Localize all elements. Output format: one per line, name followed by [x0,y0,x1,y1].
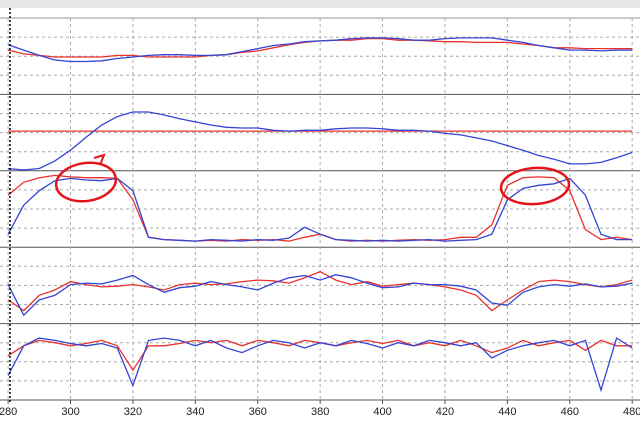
x-tick-label: 420 [436,406,454,418]
trace [7,337,633,393]
trace [7,177,633,242]
trace [7,37,633,63]
annotation-stroke [93,153,106,166]
annotation-circle [499,166,571,206]
trace [7,270,633,312]
x-tick-label: 460 [561,406,579,418]
x-tick-label: 340 [186,406,204,418]
x-tick-label: 300 [61,406,79,418]
x-tick-label: 380 [311,406,329,418]
x-tick-label: 440 [498,406,516,418]
traces [7,37,633,393]
x-tick-label: 400 [373,406,391,418]
x-tick-label: 360 [249,406,267,418]
toolbar-strip [0,0,640,8]
x-tick-label: 480 [623,406,640,418]
grid [0,18,640,401]
annotation-circle [54,161,118,203]
trace [7,274,633,317]
x-axis: 280 300 320 340 360 380 400 420 440 460 480 [0,400,640,418]
x-tick-label: 280 [0,406,17,418]
trace [8,111,633,171]
x-tick-label: 320 [124,406,142,418]
